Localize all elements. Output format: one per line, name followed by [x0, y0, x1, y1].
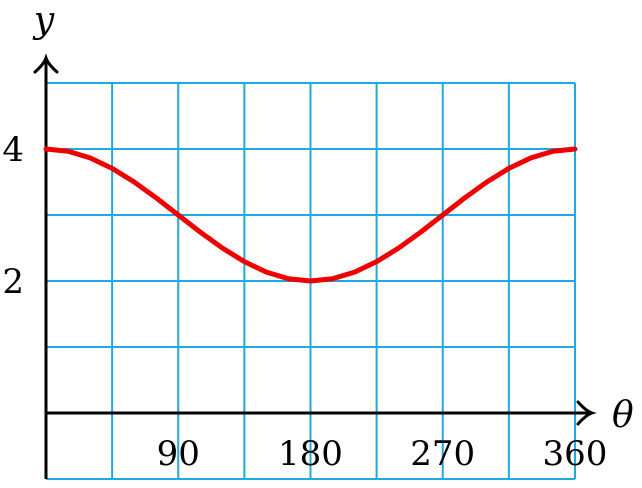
x-axis-arrowhead: [576, 400, 597, 426]
x-tick-label-180: 180: [278, 434, 343, 474]
series-line: [43, 146, 578, 284]
y-tick-label-2: 2: [2, 262, 24, 302]
x-axis-label: θ: [612, 395, 634, 436]
tick-labels: 90 180 270 360 4 2: [2, 130, 607, 474]
axes: [33, 53, 597, 479]
x-tick-label-270: 270: [410, 434, 475, 474]
y-axis-label: y: [32, 0, 55, 41]
x-tick-label-90: 90: [157, 434, 200, 474]
y-axis-arrowhead: [33, 53, 59, 74]
x-tick-label-360: 360: [543, 434, 608, 474]
y-tick-label-4: 4: [2, 130, 24, 170]
